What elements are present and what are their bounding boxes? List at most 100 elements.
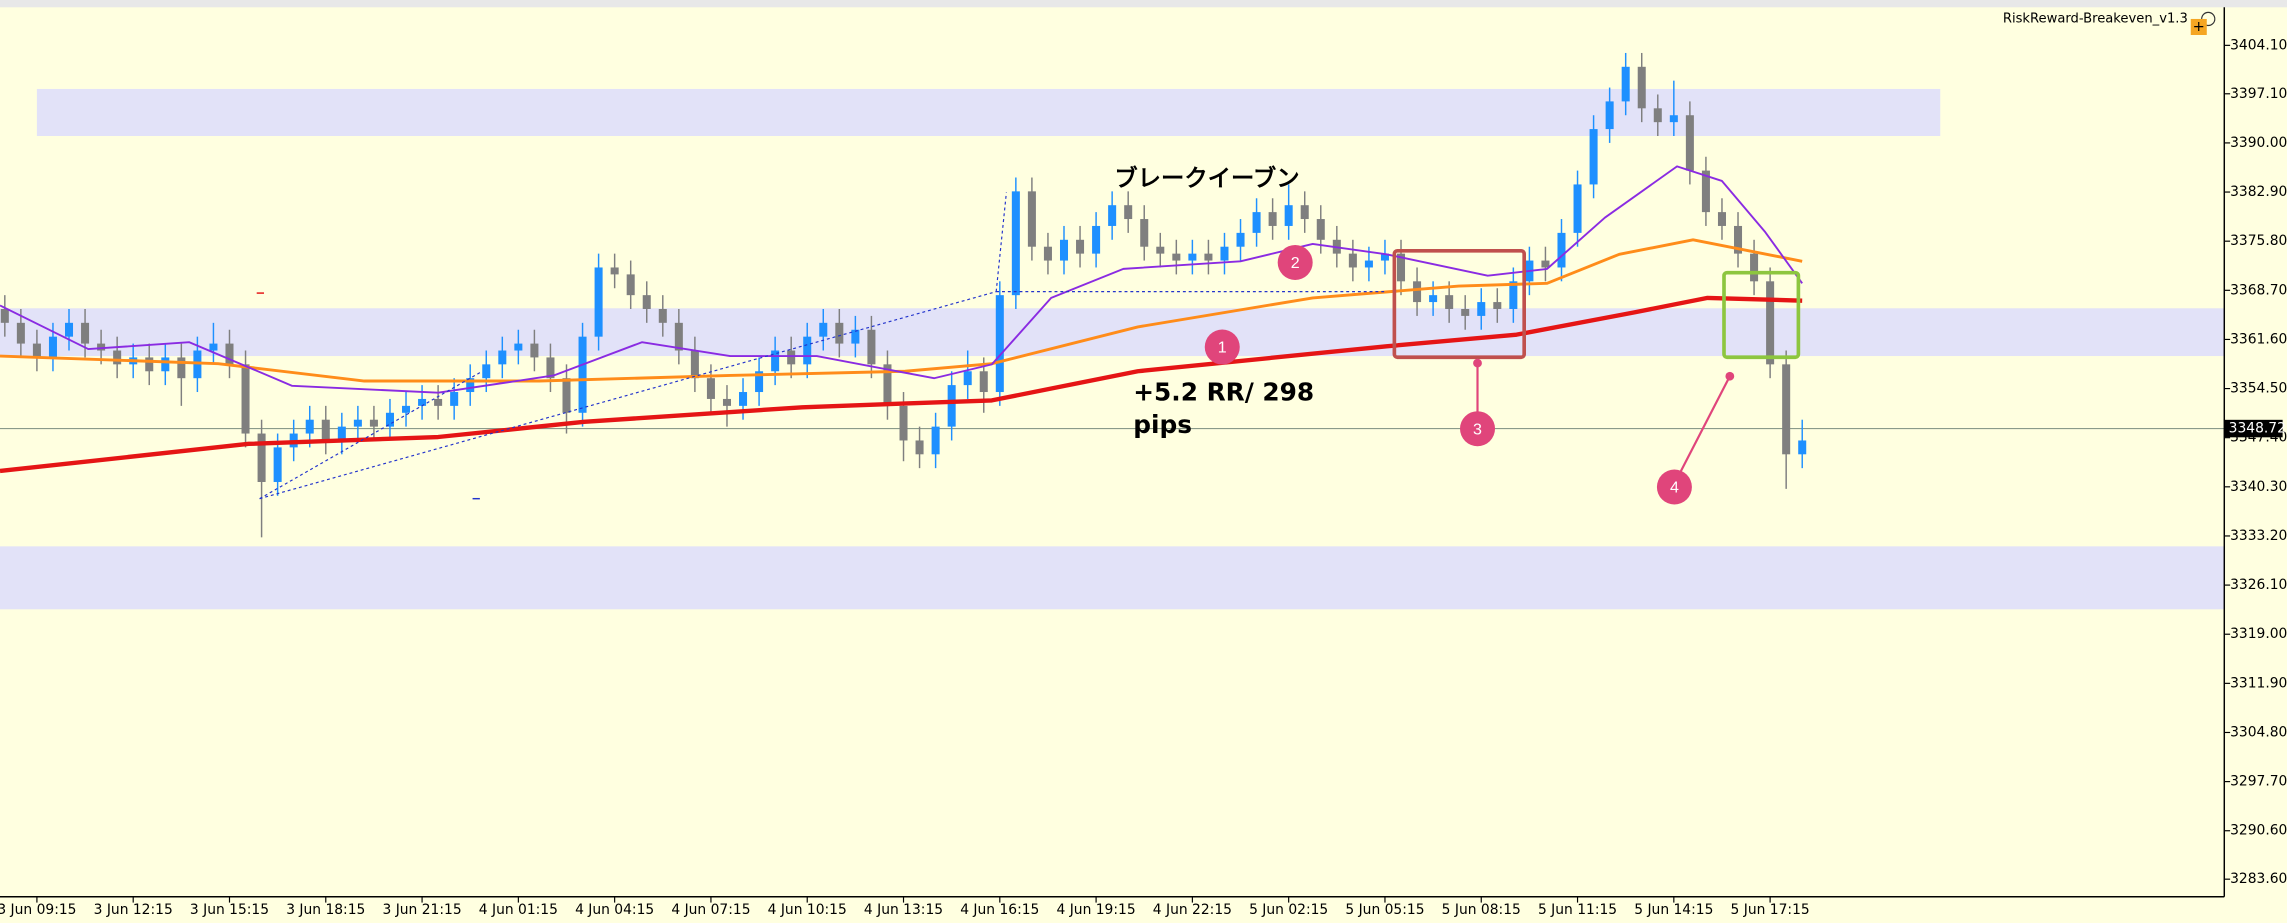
- candle-body: [995, 295, 1004, 393]
- candle-body: [1429, 295, 1438, 303]
- candle-body: [1637, 66, 1646, 109]
- candle-body: [1477, 302, 1486, 316]
- candle-body: [1284, 205, 1293, 226]
- candle-body: [64, 322, 74, 337]
- ma-line: [0, 165, 1803, 394]
- indicator-name: RiskReward-Breakeven_v1.3: [2003, 11, 2188, 26]
- candle-body: [530, 343, 539, 358]
- candle-body: [1461, 308, 1470, 316]
- x-tick-label: 3 Jun 09:15: [0, 902, 76, 918]
- candle-body: [257, 433, 266, 482]
- candle-body: [1043, 246, 1052, 261]
- candle-body: [1413, 281, 1422, 303]
- candle-body: [739, 392, 748, 406]
- candle-body: [337, 426, 346, 441]
- current-price-label: 3348.72: [2229, 421, 2286, 437]
- y-tick-label: 3361.60: [2230, 331, 2287, 347]
- candle-body: [1188, 253, 1197, 261]
- candle-body: [851, 329, 860, 344]
- candle-body: [1605, 101, 1614, 130]
- x-tick-label: 5 Jun 08:15: [1442, 902, 1521, 918]
- breakeven-label: ブレークイーブン: [1114, 164, 1299, 192]
- candle-body: [562, 378, 571, 413]
- trade-lines: [256, 192, 1386, 500]
- y-tick-label: 3311.90: [2230, 675, 2287, 691]
- candle-body: [48, 336, 57, 358]
- candle-body: [819, 322, 828, 337]
- marker: [1460, 411, 1496, 447]
- candle-body: [1348, 253, 1357, 268]
- candle-body: [482, 364, 491, 379]
- trade-line: [995, 192, 1007, 292]
- y-tick-label: 3390.00: [2230, 135, 2287, 151]
- x-tick-label: 3 Jun 12:15: [94, 902, 173, 918]
- candle-body: [514, 343, 523, 351]
- candle-body: [626, 274, 635, 296]
- candle-body: [1124, 205, 1133, 220]
- x-tick-label: 4 Jun 13:15: [864, 902, 943, 918]
- candle-body: [1717, 212, 1726, 226]
- x-tick-label: 4 Jun 22:15: [1153, 902, 1232, 918]
- candle-body: [1685, 115, 1694, 171]
- add-button[interactable]: [2190, 18, 2207, 35]
- candle-body: [963, 371, 972, 386]
- candle-body: [369, 419, 378, 427]
- candle-body: [466, 378, 475, 393]
- result-label: pips: [1133, 410, 1192, 439]
- highlight-box: [1392, 248, 1527, 360]
- candle-body: [947, 385, 956, 427]
- x-tick-label: 5 Jun 11:15: [1538, 902, 1617, 918]
- y-tick-label: 3333.20: [2230, 528, 2287, 544]
- candle-body: [1140, 219, 1149, 247]
- y-tick-label: 3290.60: [2230, 823, 2287, 839]
- connector: [1679, 375, 1731, 473]
- axes: 3404.10 3397.10 3390.00 3382.90 3375.80 3368.…: [0, 37, 2287, 918]
- highlight-box: [1722, 270, 1801, 360]
- candle-body: [81, 322, 90, 344]
- candle-body: [1798, 440, 1807, 455]
- candle-body: [610, 267, 619, 275]
- candle-body: [97, 343, 106, 351]
- candle-body: [1011, 191, 1020, 296]
- candle-body: [434, 398, 443, 406]
- current-price-tag: [2224, 419, 2283, 438]
- candle-body: [418, 398, 427, 406]
- candle-body: [1059, 239, 1069, 261]
- candle-body: [177, 357, 186, 379]
- candle-body: [273, 447, 282, 482]
- candle-body: [915, 440, 924, 455]
- candle-body: [1092, 225, 1101, 254]
- y-tick-label: 3283.60: [2230, 871, 2287, 887]
- x-tick-label: 4 Jun 19:15: [1057, 902, 1136, 918]
- candle-body: [321, 419, 330, 441]
- candle-body: [1766, 281, 1775, 365]
- candle-body: [899, 405, 908, 441]
- price-layer: [0, 52, 2225, 538]
- y-tick-label: 3375.80: [2230, 233, 2287, 249]
- candle-body: [706, 378, 715, 399]
- candle-body: [1027, 191, 1036, 247]
- candle-body: [979, 371, 988, 393]
- candle-body: [1364, 260, 1373, 268]
- candle-body: [1669, 115, 1678, 123]
- candle-body: [1557, 232, 1566, 268]
- candle-body: [642, 295, 651, 309]
- candle-body: [1734, 225, 1743, 254]
- candle-body: [1108, 205, 1117, 226]
- y-tick-label: 3340.30: [2230, 479, 2287, 495]
- candle-body: [385, 412, 394, 427]
- top-bar: [0, 0, 2287, 8]
- x-tick-label: 4 Jun 01:15: [479, 902, 558, 918]
- y-tick-label: 3404.10: [2230, 37, 2287, 53]
- x-tick-label: 5 Jun 17:15: [1731, 902, 1810, 918]
- candle-body: [1541, 260, 1550, 268]
- candle-body: [161, 357, 170, 372]
- ma-line: [0, 238, 1803, 383]
- candle-body: [722, 398, 731, 406]
- annotations: 1 2 3 4 ブレークイーブン +5.2 RR/ 298 pips RiskR…: [1114, 11, 2216, 505]
- candle-body: [1316, 219, 1325, 240]
- x-tick-label: 5 Jun 02:15: [1249, 902, 1328, 918]
- candle-body: [1493, 302, 1502, 309]
